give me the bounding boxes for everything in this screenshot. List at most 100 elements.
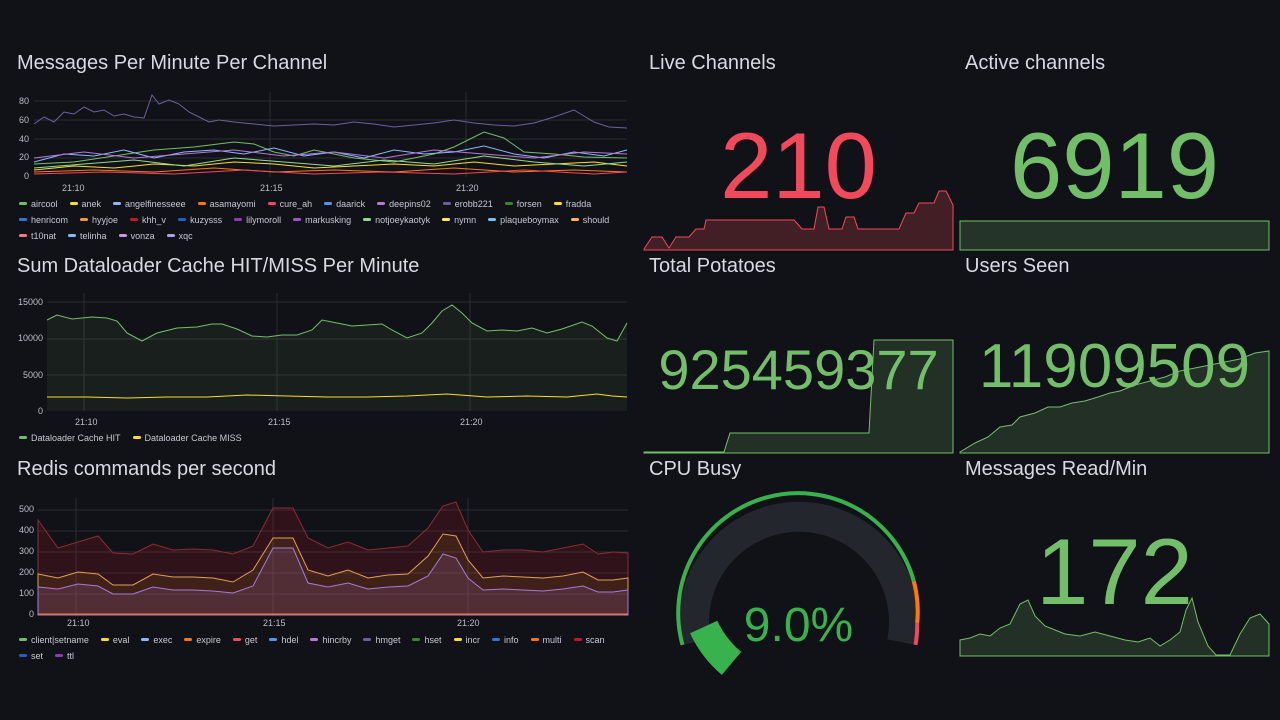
legend-swatch [453,638,462,642]
legend-item[interactable]: henricom [19,212,68,228]
legend-item[interactable]: erobb221 [442,196,493,212]
legend-swatch [488,218,497,222]
legend-swatch [55,654,64,658]
legend-item[interactable]: plaqueboymax [488,212,559,228]
miss-line [47,393,628,399]
legend: client|setname eval exec expire get hdel hincr… [19,632,629,664]
legend-item[interactable]: anek [69,196,102,212]
legend-item[interactable]: Dataloader Cache HIT [19,430,121,446]
legend-item[interactable]: aircool [19,196,58,212]
series-line [33,149,628,159]
y-tick: 0 [28,609,34,619]
panel-title[interactable]: Total Potatoes [649,255,776,277]
panel-title[interactable]: Messages Per Minute Per Channel [17,52,328,74]
gauge-threshold-green [676,491,916,646]
legend-label: incr [465,635,481,645]
legend-swatch [141,638,150,642]
legend-item[interactable]: khh_v [130,212,166,228]
messages-read-sparkline [959,596,1270,657]
panel-users-seen: Users Seen 11909509 [959,255,1270,454]
legend-item[interactable]: t10nat [19,228,56,244]
legend-label: notjoeykaotyk [375,215,431,225]
legend-item[interactable]: notjoeykaotyk [363,212,430,228]
legend-swatch [100,638,109,642]
legend-item[interactable]: should [570,212,609,228]
panel-active-channels: Active channels 6919 [959,52,1270,251]
x-tick: 21:10 [75,417,98,427]
legend-label: hdel [281,635,299,645]
panel-cpu-busy: CPU Busy 9.0% [644,458,953,675]
panel-total-potatoes: Total Potatoes 925459377 [643,255,954,454]
y-tick: 20 [18,152,29,162]
messages-chart[interactable] [33,92,628,182]
panel-title[interactable]: Redis commands per second [17,458,277,480]
legend-item[interactable]: vonza [118,228,155,244]
series-line [33,145,628,163]
live-channels-sparkline [643,190,954,251]
legend-label: aircool [31,199,58,209]
total-potatoes-sparkline [643,339,954,454]
legend-item[interactable]: nymn [442,212,476,228]
legend-swatch [19,202,27,206]
legend-swatch [530,638,539,642]
legend-swatch [442,202,451,206]
legend-swatch [19,436,27,440]
x-tick: 21:15 [268,417,291,427]
legend-item[interactable]: eval [100,632,129,648]
legend-item[interactable]: ttl [55,648,74,664]
panel-title[interactable]: Live Channels [649,52,776,74]
legend-label: anek [81,199,102,209]
series-line [33,131,628,165]
legend-item[interactable]: incr [453,632,481,648]
legend-item[interactable]: hyyjoe [80,212,118,228]
legend-label: get [244,635,258,645]
legend-item[interactable]: deepins02 [377,196,431,212]
y-tick: 200 [18,567,34,577]
legend-item[interactable]: exec [141,632,172,648]
dataloader-chart[interactable] [46,293,628,413]
legend-item[interactable]: lilymoroll [234,212,281,228]
legend-item[interactable]: daarick [324,196,365,212]
redis-chart[interactable] [37,498,629,618]
legend-item[interactable]: expire [184,632,221,648]
panel-title[interactable]: CPU Busy [649,458,742,480]
legend-item[interactable]: hset [412,632,442,648]
panel-title[interactable]: Sum Dataloader Cache HIT/MISS Per Minute [17,255,420,277]
legend-item[interactable]: info [492,632,519,648]
x-tick: 21:20 [460,417,483,427]
x-tick: 21:15 [263,618,286,628]
legend-label: kuzysss [190,215,223,225]
legend-item[interactable]: telinha [68,228,107,244]
legend-swatch [132,436,141,440]
series-line [33,167,628,173]
legend-item[interactable]: client|setname [19,632,89,648]
panel-title[interactable]: Users Seen [965,255,1070,277]
legend-item[interactable]: Dataloader Cache MISS [132,430,242,446]
legend-item[interactable]: angelfinesseee [113,196,186,212]
panel-title[interactable]: Active channels [965,52,1106,74]
eval-area [37,533,629,616]
legend-item[interactable]: set [19,648,43,664]
legend-label: xqc [178,231,193,241]
legend-swatch [310,638,319,642]
legend-swatch [19,234,27,238]
legend-item[interactable]: markusking [293,212,351,228]
legend-item[interactable]: hdel [269,632,298,648]
legend-item[interactable]: hmget [363,632,400,648]
legend-item[interactable]: forsen [504,196,542,212]
legend-item[interactable]: asamayomi [197,196,256,212]
series-line [33,169,628,175]
panel-dataloader: Sum Dataloader Cache HIT/MISS Per Minute… [17,255,629,447]
legend-item[interactable]: multi [530,632,562,648]
legend-item[interactable]: cure_ah [267,196,312,212]
legend-item[interactable]: hincrby [310,632,351,648]
panel-title[interactable]: Messages Read/Min [965,458,1148,480]
legend-item[interactable]: scan [573,632,605,648]
live-channels-value: 210 [720,113,877,218]
legend-item[interactable]: kuzysss [178,212,222,228]
legend-label: hyyjoe [92,215,119,225]
legend-item[interactable]: fradda [553,196,591,212]
legend-item[interactable]: get [232,632,258,648]
legend-item[interactable]: xqc [166,228,193,244]
legend-swatch [80,218,89,222]
